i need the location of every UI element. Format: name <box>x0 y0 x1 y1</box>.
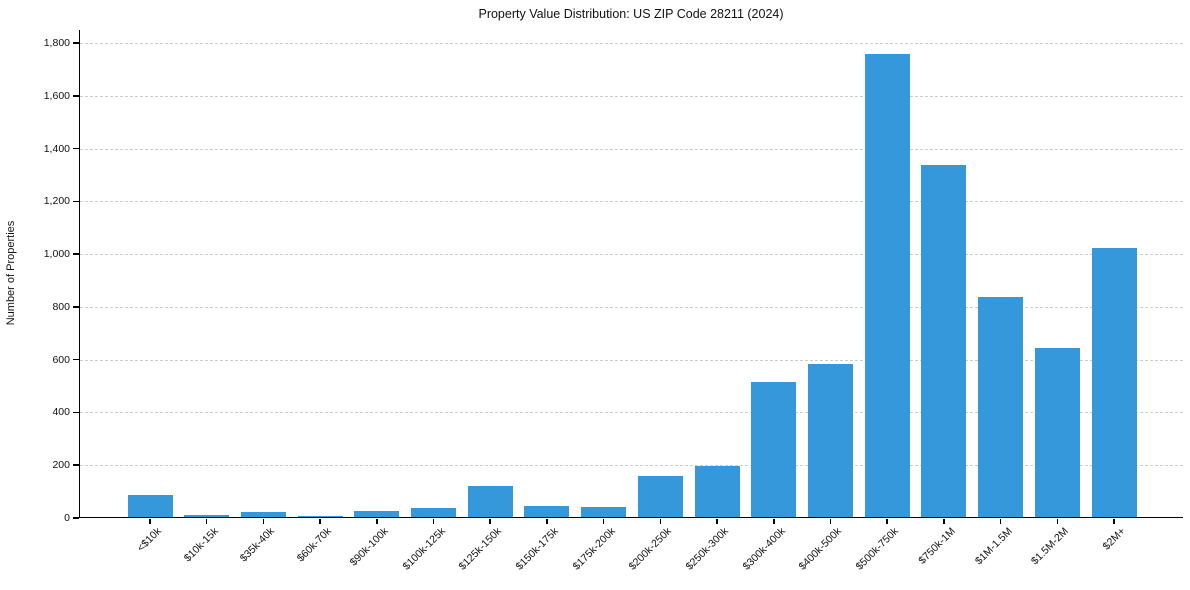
y-tick-label: 0 <box>64 512 70 524</box>
y-tick-1800 <box>72 42 79 44</box>
gridline-y-1000 <box>80 254 1183 256</box>
x-tick-label: $750k-1M <box>916 525 958 567</box>
x-tick-label: $175k-200k <box>570 525 618 573</box>
x-tick-17 <box>1113 518 1115 524</box>
bar-$175k-200k <box>581 506 627 517</box>
bar-$500k-750k <box>864 54 910 517</box>
y-tick-200 <box>72 464 79 466</box>
x-tick-10 <box>716 518 718 524</box>
y-axis-label: Number of Properties <box>5 220 17 326</box>
x-tick-label: $90k-100k <box>347 525 391 569</box>
x-tick-0 <box>149 518 151 524</box>
bar-$250k-300k <box>694 466 740 517</box>
x-tick-5 <box>432 518 435 524</box>
x-tick-16 <box>1056 518 1059 524</box>
x-tick-15 <box>999 518 1002 524</box>
x-tick-label: $35k-40k <box>238 525 278 565</box>
x-tick-label: $1.5M-2M <box>1029 525 1072 568</box>
y-tick-600 <box>72 358 79 361</box>
gridline-y-800 <box>80 306 1183 308</box>
bar-$60k-70k <box>297 515 343 517</box>
gridline-y-1800 <box>80 43 1183 45</box>
y-tick-1000 <box>72 253 79 255</box>
y-tick-1400 <box>72 147 79 150</box>
y-tick-label: 600 <box>52 353 70 366</box>
x-tick-14 <box>943 518 945 524</box>
y-tick-label: 800 <box>52 300 70 313</box>
x-tick-label: $125k-150k <box>456 525 505 573</box>
bar-$1.5M-2M <box>1034 348 1080 517</box>
gridline-y-600 <box>80 359 1183 361</box>
bar-<$10k <box>127 494 173 517</box>
y-tick-label: 1,200 <box>43 195 70 208</box>
x-tick-13 <box>886 518 888 524</box>
bar-$100k-125k <box>411 507 457 517</box>
x-tick-label: $250k-300k <box>683 525 731 573</box>
chart-title: Property Value Distribution: US ZIP Code… <box>478 7 784 21</box>
bar-$35k-40k <box>240 511 286 517</box>
gridline-y-1400 <box>80 148 1183 150</box>
y-tick-1200 <box>72 200 79 203</box>
bar-$400k-500k <box>807 364 853 517</box>
y-tick-label: 200 <box>52 459 70 472</box>
gridline-y-400 <box>80 412 1183 414</box>
x-tick-label: $200k-250k <box>626 525 675 573</box>
y-tick-400 <box>72 411 79 414</box>
x-tick-label: $60k-70k <box>294 525 334 565</box>
x-tick-6 <box>489 518 491 524</box>
x-tick-4 <box>376 518 378 524</box>
gridline-y-1600 <box>80 95 1183 97</box>
x-tick-8 <box>602 518 605 524</box>
x-tick-1 <box>205 518 208 524</box>
gridline-y-1200 <box>80 201 1183 203</box>
x-tick-3 <box>319 518 321 524</box>
x-tick-12 <box>829 518 832 524</box>
bar-$150k-175k <box>524 505 570 517</box>
x-tick-label: $100k-125k <box>400 525 448 573</box>
bar-$200k-250k <box>637 476 683 517</box>
x-tick-label: $500k-750k <box>853 525 901 573</box>
x-tick-7 <box>546 518 548 524</box>
y-tick-label: 1,400 <box>43 142 70 155</box>
x-tick-label: $400k-500k <box>796 525 845 573</box>
x-tick-label: $300k-400k <box>740 525 788 573</box>
x-tick-label: $150k-175k <box>513 525 561 573</box>
bar-$125k-150k <box>467 485 513 517</box>
x-tick-label: $1M-1.5M <box>972 525 1015 568</box>
bar-$2M+ <box>1091 247 1137 517</box>
bar-$750k-1M <box>921 164 967 517</box>
x-tick-2 <box>262 518 265 524</box>
y-tick-0 <box>72 517 79 519</box>
bar-$90k-100k <box>354 511 400 517</box>
x-tick-label: $2M+ <box>1100 525 1128 553</box>
x-tick-label: $10k-15k <box>181 525 221 565</box>
y-tick-800 <box>72 306 79 308</box>
y-tick-1600 <box>72 95 79 97</box>
y-tick-label: 400 <box>52 406 70 419</box>
y-tick-label: 1,000 <box>43 248 70 261</box>
x-tick-11 <box>773 518 775 524</box>
x-tick-label: <$10k <box>134 525 164 555</box>
x-tick-9 <box>659 518 662 524</box>
bar-$1M-1.5M <box>978 296 1024 517</box>
bar-$300k-400k <box>751 382 797 517</box>
plot-area: 0 200 400 600 800 1,000 1,200 1,400 1,600 1,800 <$… <box>44 30 1183 573</box>
y-tick-label: 1,600 <box>43 89 70 102</box>
bar-$10k-15k <box>184 514 230 517</box>
y-tick-label: 1,800 <box>43 37 70 50</box>
gridline-y-200 <box>80 465 1183 467</box>
